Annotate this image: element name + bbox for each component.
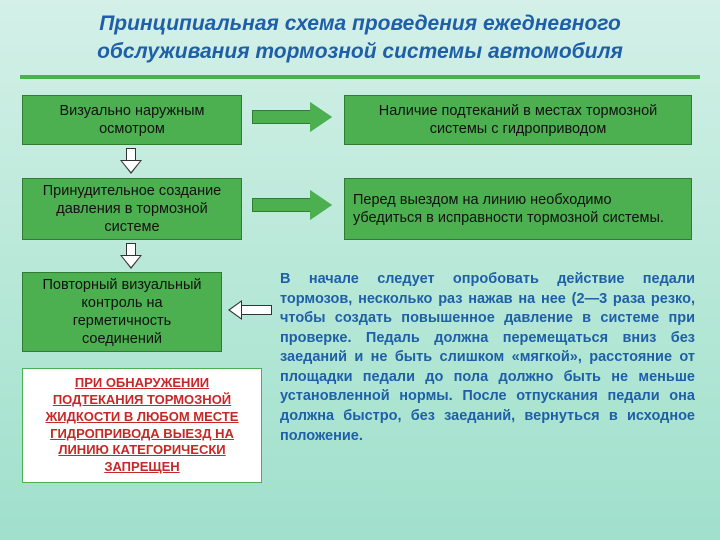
box-forced-pressure: Принудительное создание давления в тормо… (22, 178, 242, 240)
box-repeat-visual: Повторный визуальный контроль на гермети… (22, 272, 222, 352)
box-visual-external: Визуально наружным осмотром (22, 95, 242, 145)
warning-box: ПРИ ОБНАРУЖЕНИИ ПОДТЕКАНИЯ ТОРМОЗНОЙ ЖИД… (22, 368, 262, 483)
title-underline (20, 75, 700, 79)
box-before-departure: Перед выездом на линию необходимо убедит… (344, 178, 692, 240)
instruction-paragraph: В начале следует опробовать действие пед… (280, 270, 695, 446)
box-leak-presence: Наличие подтеканий в местах тормозной си… (344, 95, 692, 145)
slide-title: Принципиальная схема проведения ежедневн… (0, 0, 720, 73)
